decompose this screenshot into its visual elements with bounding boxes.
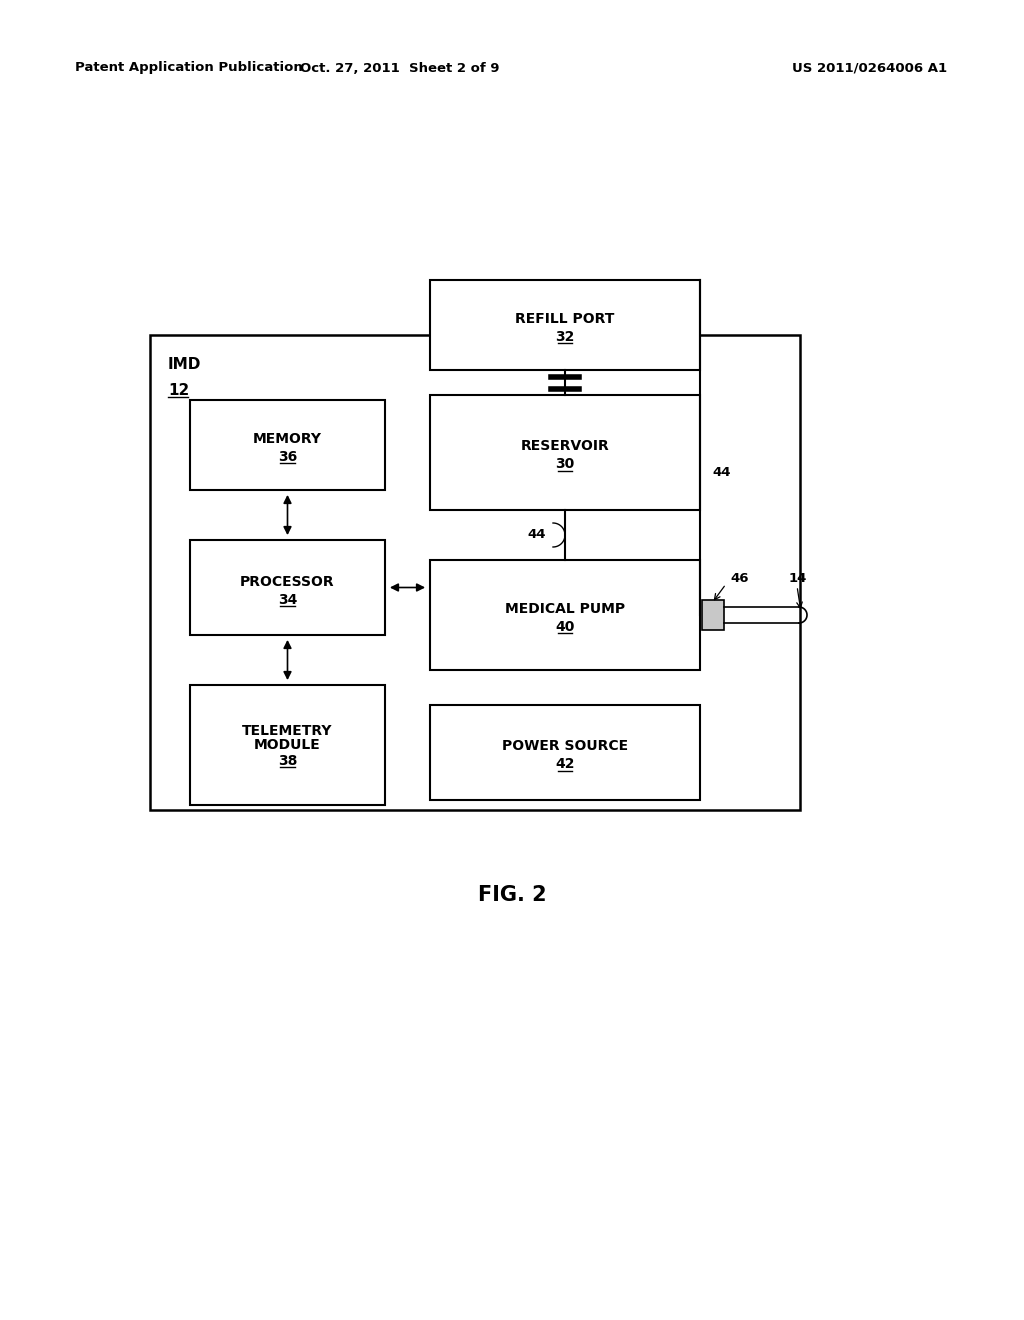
Text: POWER SOURCE: POWER SOURCE (502, 739, 628, 754)
Text: 30: 30 (555, 458, 574, 471)
Text: FIG. 2: FIG. 2 (477, 884, 547, 906)
Text: IMD: IMD (168, 356, 202, 372)
Text: MODULE: MODULE (254, 738, 321, 752)
Text: Patent Application Publication: Patent Application Publication (75, 62, 303, 74)
Text: 12: 12 (168, 383, 189, 399)
Bar (430, 395, 700, 510)
Text: MEMORY: MEMORY (253, 432, 322, 446)
Text: MEDICAL PUMP: MEDICAL PUMP (505, 602, 625, 616)
Text: PROCESSOR: PROCESSOR (241, 574, 335, 589)
Text: 14: 14 (790, 572, 807, 585)
Bar (430, 705, 700, 800)
Bar (190, 400, 385, 490)
Bar (150, 335, 800, 810)
Text: 42: 42 (555, 758, 574, 771)
Text: 34: 34 (278, 593, 297, 606)
Text: 32: 32 (555, 330, 574, 345)
Bar (430, 280, 700, 370)
Bar (430, 560, 700, 671)
Bar (190, 540, 385, 635)
Text: RESERVOIR: RESERVOIR (520, 440, 609, 454)
Text: 46: 46 (730, 572, 749, 585)
Text: TELEMETRY: TELEMETRY (243, 723, 333, 738)
Bar (190, 685, 385, 805)
Text: Oct. 27, 2011  Sheet 2 of 9: Oct. 27, 2011 Sheet 2 of 9 (300, 62, 500, 74)
Bar (702, 601, 724, 630)
Text: 44: 44 (527, 528, 546, 541)
Text: REFILL PORT: REFILL PORT (515, 312, 614, 326)
Text: 36: 36 (278, 450, 297, 465)
Text: 38: 38 (278, 754, 297, 768)
Text: 40: 40 (555, 620, 574, 634)
Text: US 2011/0264006 A1: US 2011/0264006 A1 (793, 62, 947, 74)
Text: 44: 44 (712, 466, 730, 479)
